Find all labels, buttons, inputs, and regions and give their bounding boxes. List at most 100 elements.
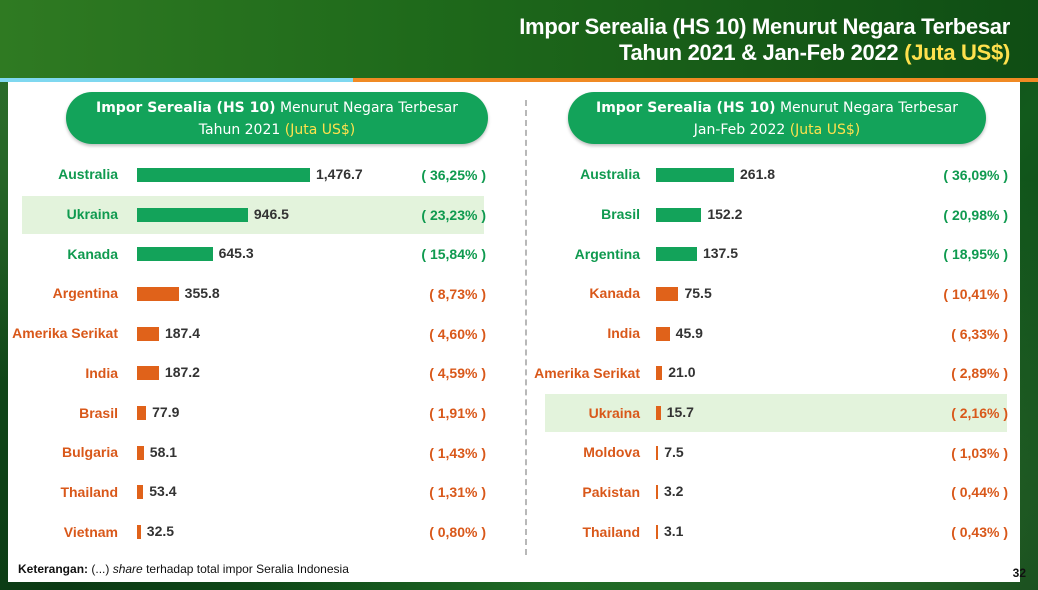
category-label: Ukraina: [588, 404, 640, 421]
share-label: ( 36,25% ): [421, 166, 486, 183]
chart-subtitle-line: Tahun 2021 (Juta US$): [66, 119, 488, 141]
slide-title-line2: Tahun 2021 & Jan-Feb 2022 (Juta US$): [410, 40, 1010, 66]
footnote-pre: (...): [91, 562, 110, 576]
chart-unit: (Juta US$): [789, 122, 861, 138]
category-label: Thailand: [60, 483, 118, 500]
category-label: Kanada: [67, 245, 118, 262]
share-label: ( 4,60% ): [429, 325, 486, 342]
share-label: ( 0,80% ): [429, 524, 486, 541]
footnote-text: terhadap total impor Seralia Indonesia: [146, 562, 349, 576]
share-label: ( 15,84% ): [421, 246, 486, 263]
bar: [656, 366, 663, 381]
footnote: Keterangan: (...) share terhadap total i…: [18, 562, 349, 576]
content-panel: [8, 82, 1020, 582]
bar: [656, 406, 661, 421]
data-label: 355.8: [184, 284, 220, 301]
highlight-row: [545, 394, 1007, 433]
bar: [137, 485, 144, 500]
share-label: ( 18,95% ): [943, 246, 1008, 263]
slide-title-unit: (Juta US$): [904, 40, 1010, 65]
page-number: 32: [1012, 566, 1026, 580]
chart-title: Impor Serealia (HS 10) Menurut Negara Te…: [568, 97, 986, 119]
share-label: ( 8,73% ): [429, 285, 486, 302]
share-label: ( 2,16% ): [951, 405, 1008, 422]
category-label: India: [85, 364, 118, 381]
category-label: Amerika Serikat: [12, 325, 118, 342]
highlight-row: [22, 195, 484, 234]
share-label: ( 1,03% ): [951, 444, 1008, 461]
footnote-label: Keterangan:: [18, 562, 89, 576]
data-label: 187.4: [164, 324, 200, 341]
bar: [137, 406, 147, 421]
share-label: ( 20,98% ): [943, 206, 1008, 223]
data-label: 946.5: [253, 205, 289, 222]
bar: [137, 525, 141, 540]
category-label: Kanada: [589, 285, 640, 302]
share-label: ( 2,89% ): [951, 365, 1008, 382]
bar: [656, 207, 702, 222]
chart-title-pill: Impor Serealia (HS 10) Menurut Negara Te…: [568, 92, 986, 144]
category-label: Thailand: [582, 523, 640, 540]
data-label: 45.9: [675, 324, 703, 341]
data-label: 152.2: [707, 205, 743, 222]
data-label: 32.5: [146, 523, 175, 540]
category-label: Moldova: [583, 444, 640, 461]
slide-title: Impor Serealia (HS 10) Menurut Negara Te…: [410, 14, 1010, 66]
category-label: Brasil: [601, 206, 640, 223]
chart-title-rest: Menurut Negara Terbesar: [775, 100, 958, 116]
chart-subtitle: Jan-Feb 2022: [693, 122, 790, 138]
data-label: 58.1: [149, 443, 178, 460]
data-label: 3.1: [664, 523, 684, 540]
share-label: ( 23,23% ): [421, 206, 486, 223]
data-label: 261.8: [740, 165, 776, 182]
chart-title: Impor Serealia (HS 10) Menurut Negara Te…: [66, 97, 488, 119]
bar: [656, 485, 658, 500]
share-label: ( 10,41% ): [943, 285, 1008, 302]
chart-title-pill: Impor Serealia (HS 10) Menurut Negara Te…: [66, 92, 488, 144]
data-label: 3.2: [664, 483, 684, 500]
category-label: Australia: [58, 166, 118, 183]
bar: [137, 326, 159, 341]
category-label: Vietnam: [63, 523, 118, 540]
category-label: Bulgaria: [61, 444, 118, 461]
category-label: Brasil: [79, 404, 118, 421]
chart-title-bold: Impor Serealia (HS 10): [96, 100, 276, 116]
chart-title-rest: Menurut Negara Terbesar: [275, 100, 458, 116]
bar: [137, 247, 213, 262]
data-label: 75.5: [684, 284, 712, 301]
slide-title-line1: Impor Serealia (HS 10) Menurut Negara Te…: [519, 14, 1010, 39]
share-label: ( 1,31% ): [429, 484, 486, 501]
data-label: 137.5: [702, 245, 738, 262]
data-label: 7.5: [664, 443, 684, 460]
bar: [656, 247, 697, 262]
data-label: 77.9: [152, 404, 180, 421]
category-label: India: [607, 325, 640, 342]
bar: [137, 286, 179, 301]
chart-subtitle-line: Jan-Feb 2022 (Juta US$): [568, 119, 986, 141]
footnote-italic: share: [112, 562, 143, 576]
bar: [656, 326, 670, 341]
category-label: Argentina: [574, 245, 640, 262]
bar: [656, 167, 734, 182]
bar: [656, 525, 658, 540]
bar: [137, 167, 310, 182]
data-label: 1,476.7: [316, 165, 363, 182]
category-label: Ukraina: [66, 206, 118, 223]
share-label: ( 1,91% ): [429, 405, 486, 422]
share-label: ( 0,44% ): [951, 484, 1008, 501]
share-label: ( 4,59% ): [429, 365, 486, 382]
share-label: ( 0,43% ): [951, 524, 1008, 541]
bar: [656, 286, 679, 301]
panel-divider: [525, 100, 527, 555]
slide-title-period: Tahun 2021 & Jan-Feb 2022: [618, 40, 899, 65]
category-label: Australia: [580, 166, 640, 183]
data-label: 645.3: [218, 245, 254, 262]
title-banner: [0, 0, 1038, 82]
data-label: 21.0: [668, 364, 696, 381]
category-label: Argentina: [52, 285, 118, 302]
data-label: 15.7: [666, 404, 694, 421]
share-label: ( 6,33% ): [951, 325, 1008, 342]
data-label: 53.4: [149, 483, 177, 500]
bar: [137, 366, 159, 381]
share-label: ( 36,09% ): [943, 166, 1008, 183]
